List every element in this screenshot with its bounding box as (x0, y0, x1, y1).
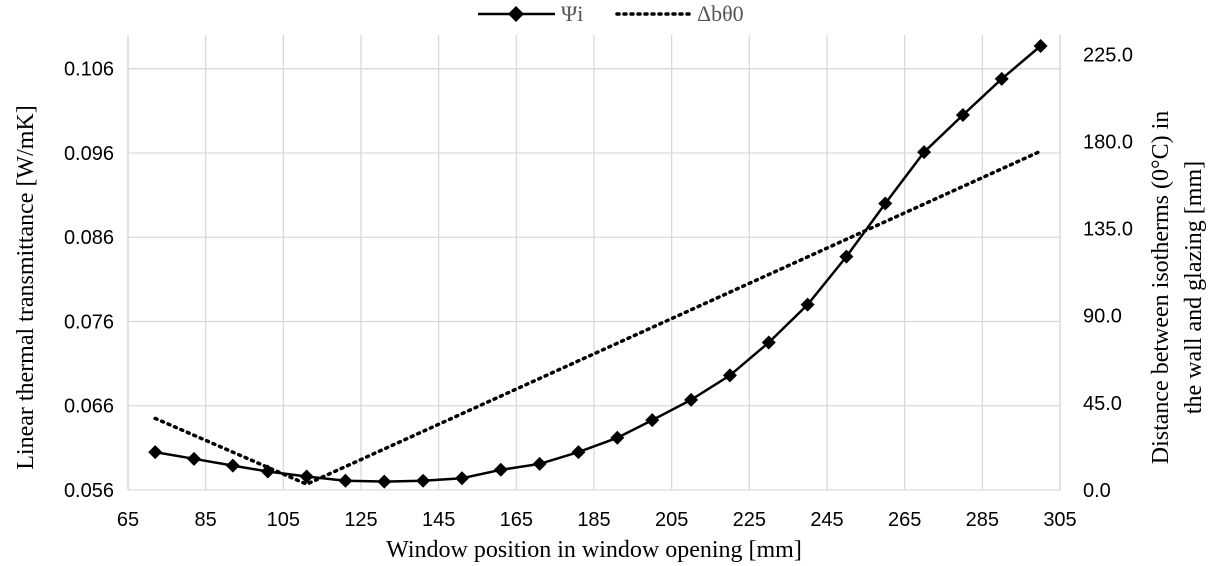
series-psi-line (154, 45, 1042, 483)
legend-dbtheta0-label: Δbθ0 (697, 1, 744, 26)
series-psi-point (377, 474, 392, 489)
x-tick-label: 205 (655, 509, 688, 531)
legend: Ψi Δbθ0 (478, 1, 744, 26)
y-right-tick-label: 0.0 (1083, 480, 1111, 502)
legend-psi-swatch-marker (508, 6, 524, 22)
y-left-tick-label: 0.076 (64, 311, 114, 333)
x-tick-label: 125 (344, 509, 377, 531)
series-psi-point (955, 108, 970, 123)
y-right-tick-label: 135.0 (1083, 219, 1133, 241)
tick-labels: 65 85 105 125 145 165 185 205 225 245 265 285 305 0.0… (64, 44, 1133, 531)
series-psi-point (416, 473, 431, 488)
y-right-tick-label: 45.0 (1083, 393, 1122, 415)
series-psi-point (532, 456, 547, 471)
gridlines (127, 35, 1061, 491)
y-left-tick-label: 0.086 (64, 227, 114, 249)
y-right-tick-label: 90.0 (1083, 306, 1122, 328)
x-tick-label: 165 (500, 509, 533, 531)
series-psi-point (1033, 38, 1048, 53)
series-psi-point (878, 196, 893, 211)
y-axis-left-title: Linear thermal transmittance [W/mK] (13, 105, 39, 470)
x-tick-label: 105 (267, 509, 300, 531)
series-psi-point (571, 445, 586, 460)
y-right-tick-label: 225.0 (1083, 44, 1133, 66)
series-psi-point (917, 145, 932, 160)
series-psi-point (299, 469, 314, 484)
x-tick-label: 225 (733, 509, 766, 531)
y-left-tick-label: 0.106 (64, 59, 114, 81)
series-psi-point (225, 458, 240, 473)
y-axis-right-title-line2: the wall and glazing [mm] (1181, 161, 1207, 414)
x-tick-label: 305 (1043, 509, 1076, 531)
series-psi-point (684, 392, 699, 407)
series-dbtheta0-line (153, 149, 1043, 487)
x-tick-label: 245 (810, 509, 843, 531)
series-psi-point (493, 462, 508, 477)
y-right-tick-label: 180.0 (1083, 131, 1133, 153)
legend-psi-label: Ψi (561, 1, 583, 26)
series-psi-point (148, 445, 163, 460)
x-axis-title: Window position in window opening [mm] (386, 537, 802, 563)
y-left-tick-label: 0.096 (64, 143, 114, 165)
y-left-tick-label: 0.056 (64, 480, 114, 502)
series-psi-point (800, 297, 815, 312)
x-tick-label: 185 (577, 509, 610, 531)
x-tick-label: 145 (422, 509, 455, 531)
series-psi-point (645, 413, 660, 428)
series-psi-point (338, 473, 353, 488)
x-tick-label: 85 (195, 509, 217, 531)
series-psi-point (722, 368, 737, 383)
series-psi-point (454, 471, 469, 486)
series-psi-point (187, 451, 202, 466)
series-psi-point (994, 71, 1009, 86)
y-left-tick-label: 0.066 (64, 396, 114, 418)
series-layer (148, 38, 1048, 489)
x-tick-label: 65 (117, 509, 139, 531)
x-tick-label: 285 (966, 509, 999, 531)
series-psi-point (761, 335, 776, 350)
series-psi-point (610, 430, 625, 445)
series-psi-point (839, 249, 854, 264)
x-tick-label: 265 (888, 509, 921, 531)
y-axis-right-title-line1: Distance between isotherms (0°C) in (1148, 111, 1174, 465)
